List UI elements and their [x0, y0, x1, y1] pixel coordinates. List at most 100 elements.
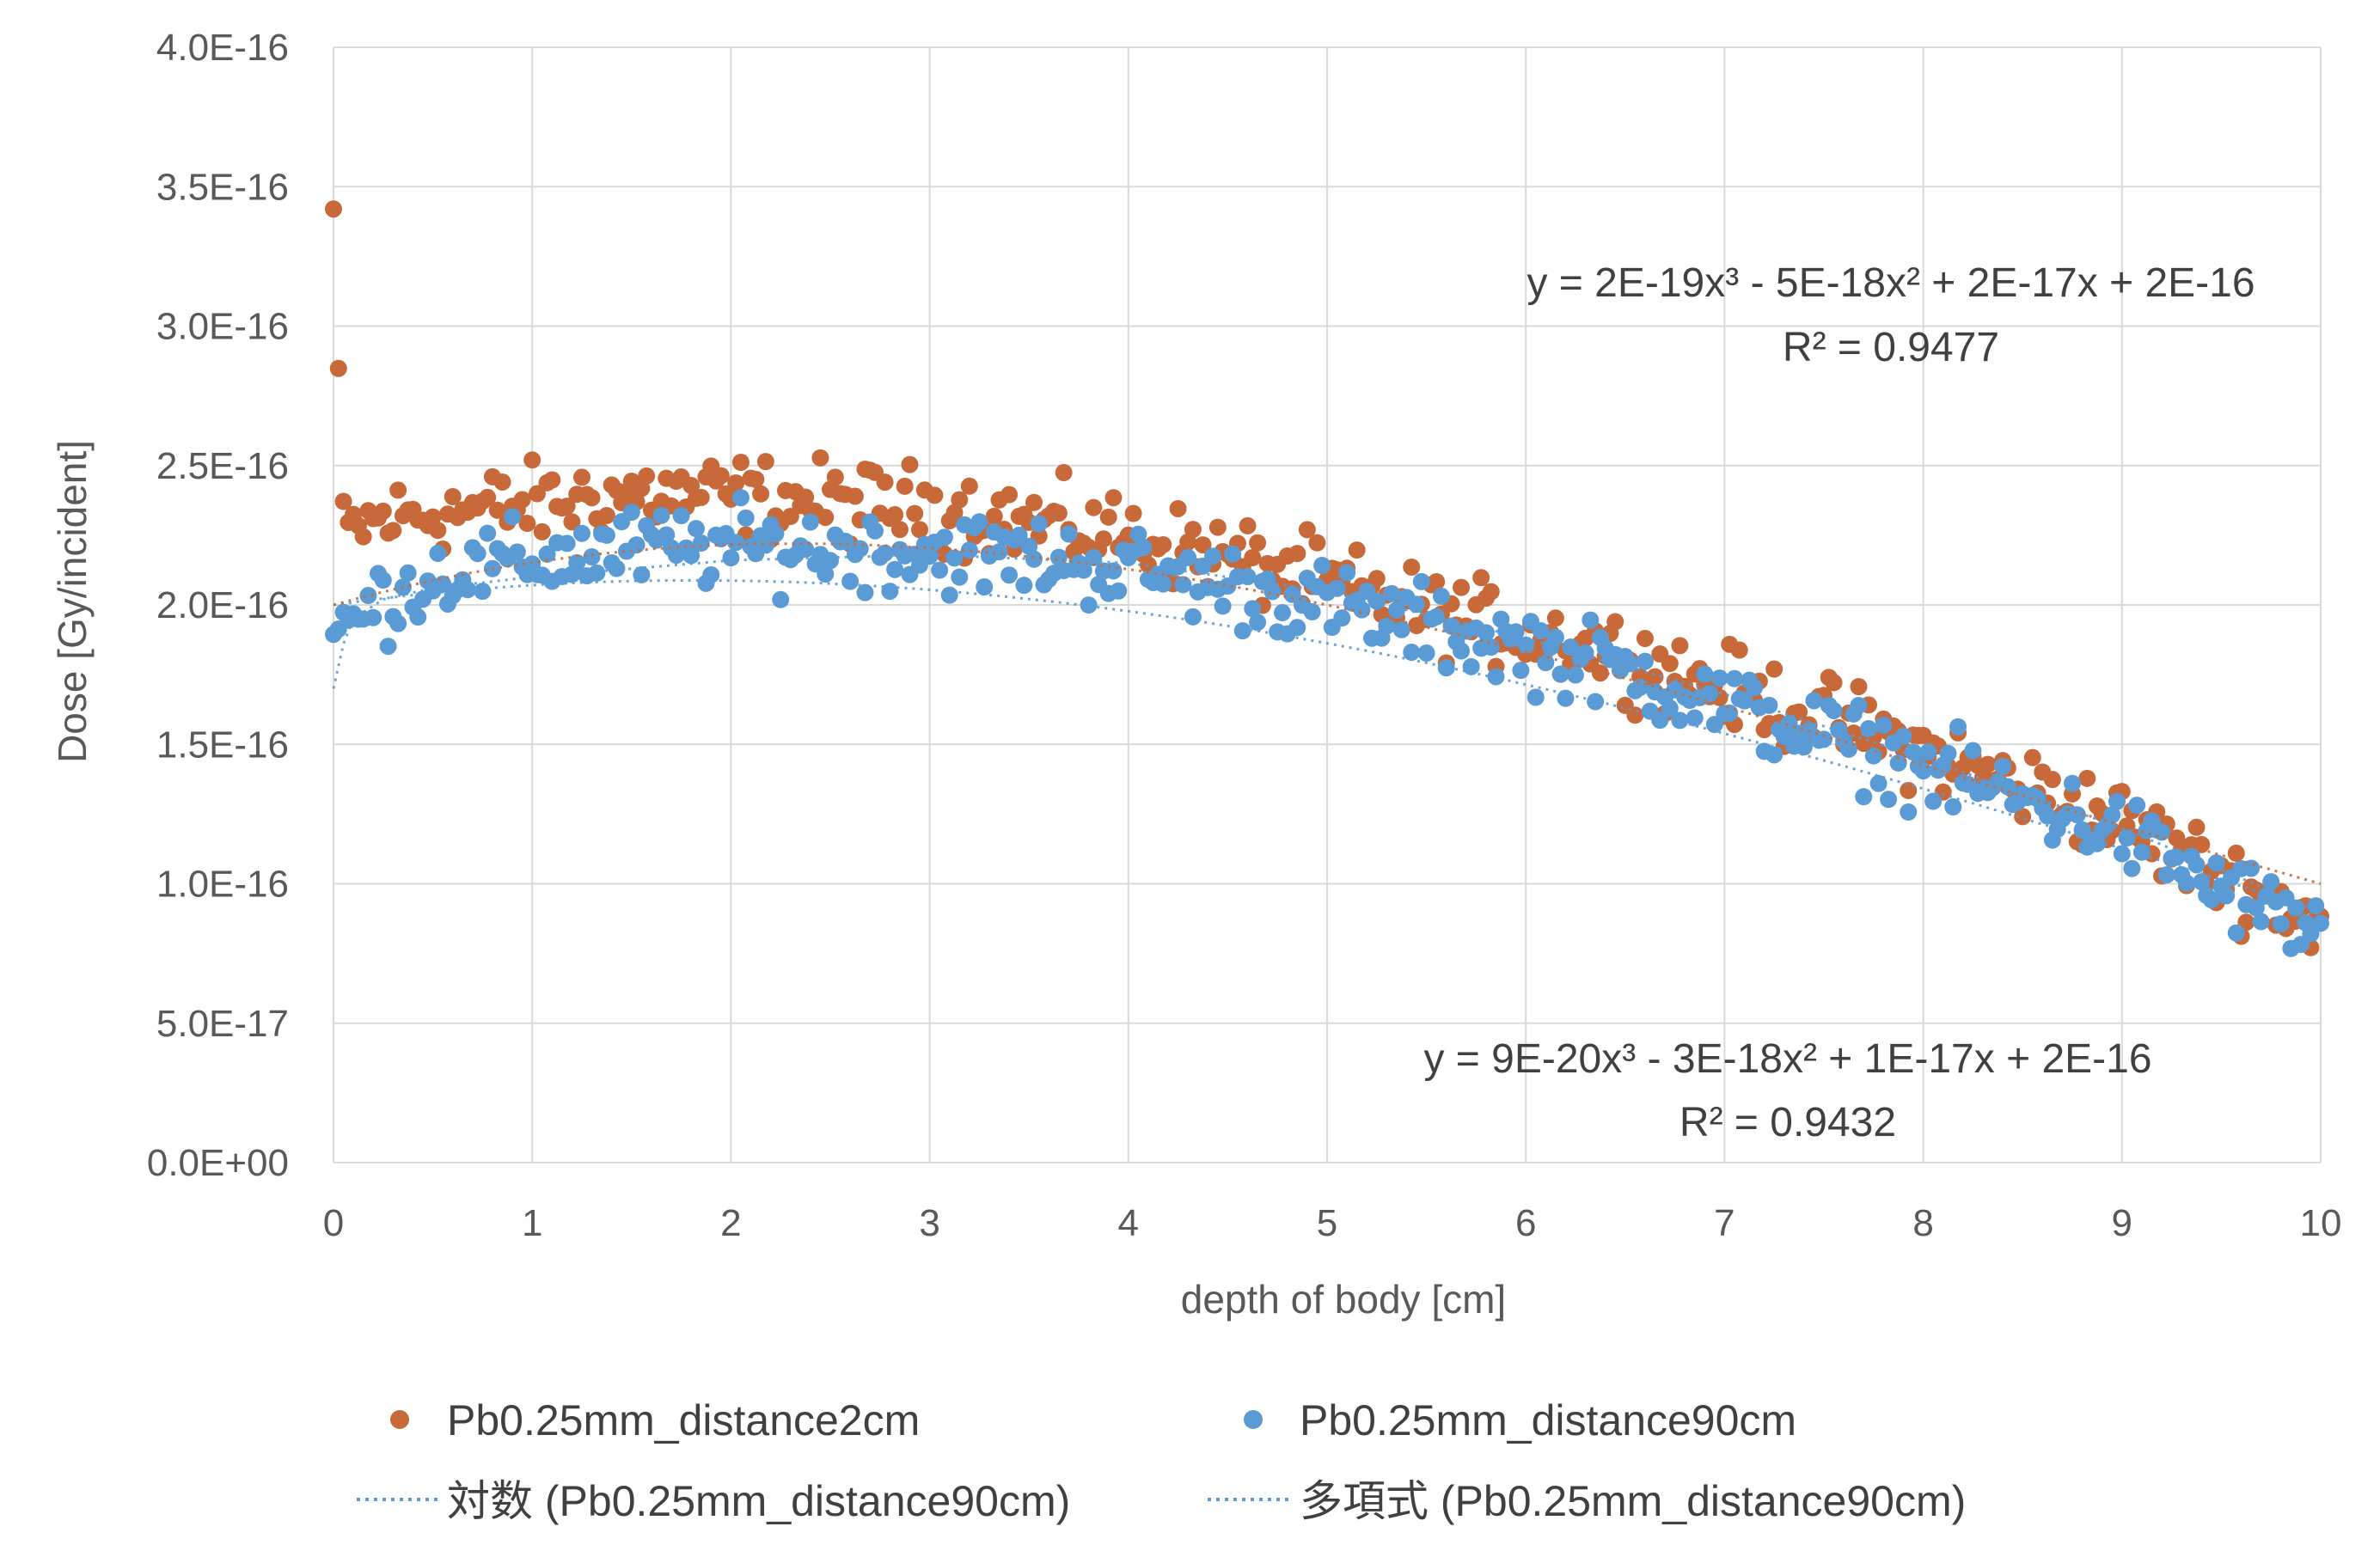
data-point-distance90cm [1179, 548, 1197, 566]
y-tick-label: 1.0E-16 [156, 864, 289, 906]
data-point-distance90cm [1746, 679, 1764, 697]
data-point-distance90cm [866, 522, 884, 540]
r-squared-text: R² = 0.9477 [1783, 325, 1999, 370]
data-point-distance90cm [1233, 622, 1251, 640]
data-point-distance90cm [1000, 566, 1019, 584]
polynomial-trendline [333, 578, 2322, 913]
data-point-distance2cm [747, 470, 765, 488]
data-point-distance2cm [896, 477, 914, 495]
logarithmic-trendline [332, 553, 2322, 913]
data-point-distance2cm [1169, 499, 1187, 517]
data-point-distance90cm [658, 526, 676, 544]
data-point-distance2cm [1348, 541, 1366, 559]
legend-entry-distance2cm: Pb0.25mm_distance2cm [390, 1396, 920, 1444]
data-point-distance2cm [1367, 570, 1386, 588]
y-axis-title: Dose [Gy/incident] [50, 440, 95, 763]
x-tick-label: 0 [323, 1202, 344, 1244]
data-point-distance90cm [1020, 537, 1038, 555]
data-point-distance90cm [399, 564, 417, 582]
grid-lines [333, 46, 2322, 1163]
data-point-distance2cm [325, 200, 342, 218]
data-point-distance90cm [538, 545, 556, 563]
data-point-distance90cm [1412, 572, 1430, 590]
data-point-distance90cm [2123, 859, 2141, 877]
data-point-distance2cm [1636, 630, 1654, 648]
data-point-distance2cm [1049, 504, 1068, 522]
data-point-distance90cm [970, 513, 988, 531]
data-point-distance2cm [1025, 493, 1043, 511]
data-point-distance90cm [2272, 915, 2290, 933]
data-point-distance90cm [1839, 740, 1857, 758]
data-point-distance90cm [1338, 564, 1356, 582]
data-point-distance90cm [1432, 587, 1450, 605]
data-point-distance2cm [2043, 771, 2061, 789]
y-tick-label: 5.0E-17 [156, 1003, 289, 1045]
data-point-distance90cm [960, 541, 978, 559]
legend-label: Pb0.25mm_distance2cm [447, 1396, 920, 1444]
data-point-distance90cm [2177, 874, 2195, 892]
data-point-distance90cm [1850, 696, 1868, 714]
x-axis-title: depth of body [cm] [1181, 1277, 1506, 1322]
data-point-distance90cm [2202, 891, 2220, 909]
data-point-distance2cm [513, 491, 531, 509]
data-point-distance90cm [1825, 701, 1843, 719]
data-point-distance90cm [881, 583, 899, 601]
data-point-distance2cm [1154, 535, 1172, 553]
data-point-distance90cm [1631, 678, 1649, 696]
data-point-distance90cm [1889, 754, 1907, 772]
data-point-distance90cm [1313, 557, 1331, 575]
data-point-distance2cm [911, 521, 929, 539]
data-point-distance90cm [672, 507, 690, 525]
data-point-distance90cm [374, 571, 392, 589]
data-point-distance2cm [597, 506, 615, 524]
data-point-distance90cm [2157, 866, 2175, 884]
data-point-distance90cm [876, 544, 894, 562]
y-tick-label: 0.0E+00 [147, 1142, 289, 1184]
data-point-distance90cm [1263, 583, 1282, 601]
data-point-distance90cm [1671, 711, 1689, 730]
data-point-distance2cm [488, 501, 506, 519]
data-point-distance2cm [573, 468, 590, 486]
data-point-distance90cm [1288, 619, 1306, 637]
data-point-distance90cm [1567, 666, 1584, 684]
y-tick-label: 1.5E-16 [156, 724, 289, 766]
data-point-distance90cm [1303, 603, 1321, 621]
data-point-distance2cm [533, 522, 551, 540]
data-point-distance90cm [1174, 576, 1192, 594]
data-point-distance90cm [2168, 848, 2186, 866]
data-point-distance90cm [1805, 692, 1823, 710]
data-point-distance90cm [1725, 669, 1743, 687]
data-point-distance2cm [1646, 668, 1664, 686]
data-point-distance90cm [409, 608, 427, 626]
data-point-distance2cm [727, 473, 745, 492]
data-point-distance90cm [1696, 665, 1714, 683]
data-point-distance2cm [1244, 549, 1262, 567]
data-point-distance2cm [638, 467, 656, 485]
data-point-distance90cm [2113, 845, 2131, 863]
data-point-distance90cm [682, 547, 701, 565]
data-point-distance90cm [1273, 604, 1291, 622]
data-point-distance2cm [901, 455, 919, 473]
data-point-distance90cm [921, 547, 939, 565]
data-point-distance90cm [1905, 743, 1923, 761]
data-point-distance2cm [424, 508, 442, 526]
data-point-distance90cm [951, 568, 969, 586]
data-point-distance90cm [459, 581, 477, 599]
data-point-distance2cm [1482, 583, 1500, 601]
data-point-distance90cm [1949, 717, 1967, 736]
x-tick-label: 10 [2300, 1202, 2342, 1244]
data-point-distance90cm [2064, 774, 2081, 792]
data-point-distance90cm [1060, 525, 1078, 543]
data-point-distance2cm [811, 449, 829, 467]
data-point-distance90cm [568, 553, 586, 571]
data-point-distance90cm [359, 587, 377, 605]
data-point-distance2cm [1626, 706, 1644, 724]
data-point-distance2cm [781, 508, 799, 526]
data-point-distance90cm [389, 614, 407, 632]
data-point-distance90cm [767, 525, 785, 543]
data-point-distance90cm [588, 564, 606, 582]
data-point-distance90cm [1482, 638, 1500, 656]
data-point-distance2cm [2193, 835, 2211, 853]
data-point-distance90cm [1517, 636, 1535, 654]
data-point-distance90cm [1512, 662, 1530, 680]
